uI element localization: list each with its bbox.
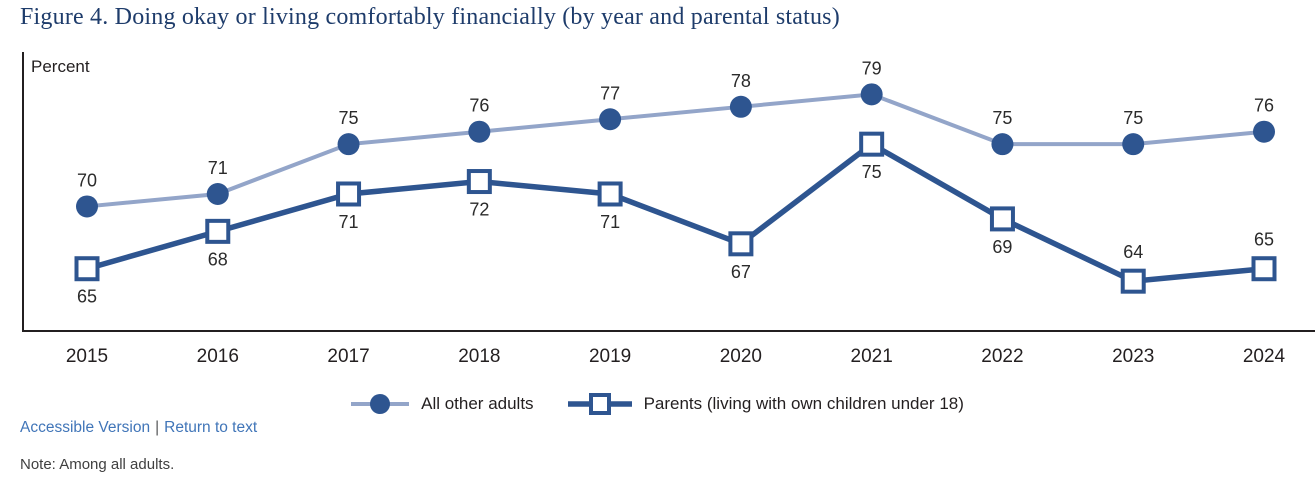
value-label: 77: [600, 83, 620, 103]
value-label: 64: [1123, 242, 1143, 262]
x-tick-label: 2021: [851, 346, 893, 367]
value-label: 76: [1254, 96, 1274, 116]
accessible-version-link[interactable]: Accessible Version: [20, 419, 151, 436]
data-point-marker: [466, 169, 492, 195]
data-point-marker: [337, 133, 360, 156]
value-label: 75: [1123, 108, 1143, 128]
value-label: 71: [600, 212, 620, 232]
value-label: 76: [469, 96, 489, 116]
footer-links: Accessible Version | Return to text: [20, 419, 257, 437]
circle-series-swatch-icon: [351, 394, 410, 414]
legend-label-all-other-adults: All other adults: [421, 394, 534, 413]
legend-item-parents: Parents (living with own children under …: [567, 392, 964, 416]
series-line-0: [86, 92, 1265, 209]
value-label: 71: [208, 158, 228, 178]
data-point-marker: [729, 95, 752, 118]
x-tick-label: 2017: [327, 346, 369, 367]
link-separator: |: [155, 419, 160, 436]
x-tick-label: 2020: [720, 346, 762, 367]
line-chart: 70 71 75 76 77 78 79 75 75 76 65 68 71 72 71 67 75 69 64 65…: [22, 52, 1315, 367]
data-point-marker: [1251, 256, 1277, 282]
value-label: 75: [862, 162, 882, 182]
x-tick-label: 2022: [981, 346, 1023, 367]
series-line-1: [86, 140, 1265, 284]
data-point-marker: [74, 256, 100, 282]
data-point-marker: [728, 231, 754, 257]
data-point-marker: [599, 108, 622, 131]
x-tick-label: 2024: [1243, 346, 1286, 367]
data-point-marker: [991, 133, 1014, 156]
data-point-marker: [206, 182, 229, 205]
value-label: 65: [77, 287, 97, 307]
value-label: 67: [731, 262, 751, 282]
data-point-marker: [1120, 268, 1146, 294]
value-label: 71: [339, 212, 359, 232]
value-label: 75: [339, 108, 359, 128]
square-series-swatch-icon: [567, 393, 632, 415]
legend: All other adults Parents (living with ow…: [0, 392, 1315, 416]
legend-label-parents: Parents (living with own children under …: [643, 394, 964, 413]
data-point-marker: [205, 218, 231, 244]
data-point-marker: [1253, 120, 1275, 143]
x-tick-label: 2016: [197, 346, 239, 367]
x-tick-label: 2019: [589, 346, 631, 367]
data-point-marker: [336, 181, 362, 207]
value-label: 68: [208, 249, 228, 269]
data-point-marker: [1122, 133, 1145, 156]
value-label: 75: [992, 108, 1012, 128]
return-to-text-link[interactable]: Return to text: [164, 419, 258, 436]
value-label: 79: [862, 58, 882, 78]
x-tick-label: 2018: [458, 346, 500, 367]
value-label: 65: [1254, 230, 1274, 250]
value-label: 78: [731, 71, 751, 91]
x-tick-label: 2015: [66, 346, 108, 367]
x-tick-label: 2023: [1112, 346, 1154, 367]
data-point-marker: [859, 131, 885, 157]
figure-title: Figure 4. Doing okay or living comfortab…: [20, 4, 840, 30]
value-label: 69: [992, 237, 1012, 257]
value-label: 70: [77, 170, 97, 190]
legend-item-all-other-adults: All other adults: [351, 392, 534, 416]
value-label: 72: [469, 200, 489, 220]
data-point-marker: [989, 206, 1015, 232]
data-point-marker: [597, 181, 623, 207]
y-axis-label: Percent: [31, 57, 90, 76]
note-text: Note: Among all adults.: [20, 456, 175, 473]
data-point-marker: [76, 195, 98, 218]
data-point-marker: [860, 83, 883, 106]
data-point-marker: [468, 120, 491, 143]
